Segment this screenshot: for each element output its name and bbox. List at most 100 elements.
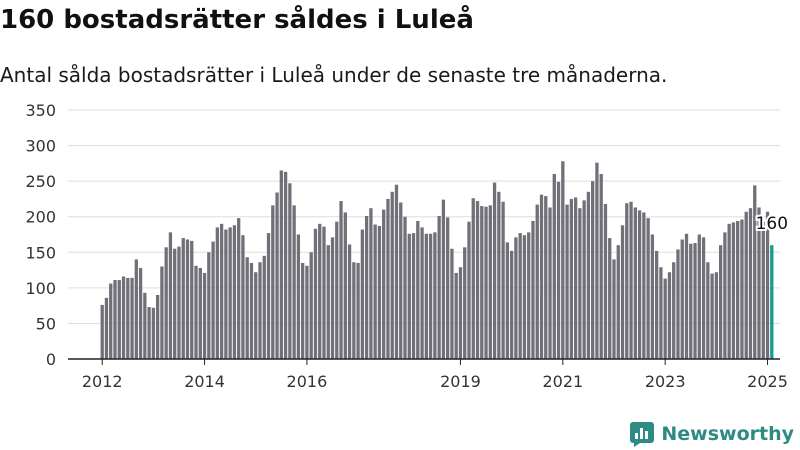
- bar: [578, 208, 582, 359]
- bar: [185, 239, 190, 359]
- bar-chart: 0 50 100 150 200 250 300 350 2012 2014 2016 2019 202…: [25, 101, 790, 391]
- bar: [190, 240, 194, 359]
- y-tick-label: 100: [25, 279, 56, 298]
- bar: [347, 244, 352, 359]
- bar: [241, 235, 245, 359]
- bar: [693, 243, 697, 359]
- bar: [266, 233, 271, 359]
- bar: [117, 280, 121, 359]
- bar: [501, 201, 505, 359]
- bar: [761, 221, 765, 359]
- bar: [296, 234, 301, 359]
- bar: [335, 221, 339, 359]
- bar: [207, 252, 211, 359]
- y-tick-label: 200: [25, 208, 56, 227]
- bar: [446, 217, 450, 359]
- x-tick-label: 2019: [440, 372, 481, 391]
- bar: [642, 212, 646, 359]
- bar: [121, 276, 126, 359]
- bar: [109, 283, 113, 359]
- bar: [620, 225, 625, 359]
- bar: [215, 227, 219, 359]
- bar: [130, 277, 134, 359]
- bar: [386, 198, 390, 359]
- bar: [637, 210, 642, 359]
- bar: [629, 201, 633, 359]
- bar: [450, 248, 454, 359]
- bar: [424, 233, 428, 359]
- bar: [573, 197, 578, 359]
- data-label: 160: [756, 214, 788, 234]
- bar: [245, 257, 249, 359]
- bar: [689, 243, 693, 359]
- bar: [612, 259, 616, 359]
- bar: [718, 245, 723, 359]
- bar: [706, 262, 710, 359]
- bar: [249, 262, 254, 359]
- bar: [475, 201, 480, 359]
- bar: [727, 223, 731, 359]
- bar: [633, 207, 637, 359]
- bar: [518, 233, 522, 359]
- bar: [271, 205, 275, 359]
- bar: [505, 242, 510, 359]
- x-tick-label: 2016: [287, 372, 328, 391]
- bar: [492, 182, 497, 359]
- y-tick-label: 0: [46, 350, 56, 369]
- bar: [454, 272, 458, 359]
- bar: [488, 205, 492, 359]
- x-tick-label: 2023: [645, 372, 686, 391]
- newsworthy-logo-icon: [630, 422, 655, 447]
- bar: [181, 238, 185, 359]
- bar: [582, 200, 586, 359]
- bar: [420, 227, 424, 359]
- bar: [411, 233, 416, 359]
- y-tick-label: 150: [25, 243, 56, 262]
- bar: [544, 196, 548, 359]
- bar: [753, 185, 757, 359]
- bar: [471, 198, 475, 359]
- bar: [765, 211, 770, 359]
- bar: [646, 218, 650, 359]
- bar: [309, 252, 313, 359]
- bar: [458, 267, 463, 359]
- bar: [740, 219, 744, 359]
- brand-name: Newsworthy: [661, 423, 794, 445]
- bar: [369, 208, 373, 359]
- bar: [113, 280, 117, 359]
- bar: [676, 249, 680, 359]
- bar: [522, 235, 527, 359]
- bar: [616, 245, 620, 359]
- bar: [254, 272, 258, 359]
- bar: [126, 277, 130, 359]
- bar: [599, 174, 603, 359]
- bar: [360, 229, 365, 359]
- bar: [770, 245, 774, 359]
- bar: [561, 161, 565, 359]
- bar: [343, 212, 347, 359]
- bar: [143, 292, 147, 359]
- x-tick-label: 2021: [542, 372, 583, 391]
- brand-logo: Newsworthy: [629, 420, 794, 448]
- bar: [556, 181, 561, 359]
- bar: [202, 272, 207, 359]
- bar: [565, 204, 569, 359]
- bar: [757, 207, 761, 359]
- bar: [441, 199, 446, 359]
- chart-title: 160 bostadsrätter såldes i Luleå: [0, 5, 474, 35]
- bar: [527, 232, 531, 359]
- bar: [463, 247, 467, 359]
- bar: [744, 211, 748, 359]
- bar: [356, 262, 360, 359]
- bar: [437, 216, 441, 359]
- bar: [326, 245, 330, 359]
- bar: [497, 191, 501, 359]
- bar: [177, 246, 181, 359]
- bar: [603, 203, 608, 359]
- bar: [147, 307, 151, 359]
- bar: [164, 247, 168, 359]
- bar: [684, 233, 689, 359]
- bar: [322, 226, 326, 359]
- x-tick-label: 2014: [184, 372, 225, 391]
- bar: [433, 232, 437, 359]
